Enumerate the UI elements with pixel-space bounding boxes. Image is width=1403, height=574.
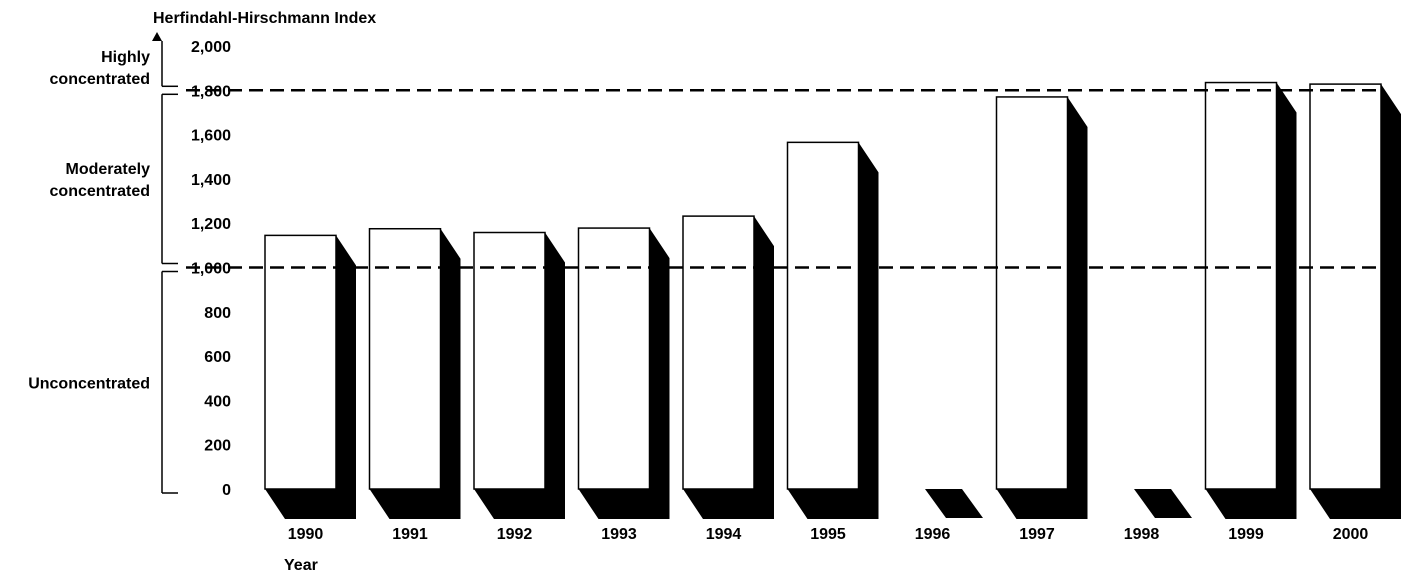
bar-face	[265, 235, 336, 489]
x-tick-label: 1990	[288, 526, 324, 543]
y-tick-label: 1,600	[191, 128, 231, 145]
bar-1992	[474, 233, 565, 519]
y-tick-label: 800	[204, 305, 231, 322]
x-tick-label: 1993	[601, 526, 637, 543]
zone-label: concentrated	[50, 71, 150, 88]
chart-title: Herfindahl-Hirschmann Index	[153, 10, 376, 27]
bar-face	[997, 97, 1068, 489]
x-tick-label: 1996	[915, 526, 951, 543]
bar-1997	[997, 97, 1088, 519]
zone-label: Highly	[101, 49, 150, 66]
x-tick-label: 1995	[810, 526, 846, 543]
concentration-zones: Highly concentrated Moderately concentrated…	[28, 41, 178, 493]
bar-1998	[1134, 489, 1192, 518]
zone-bracket	[162, 272, 178, 494]
x-tick-label: 1998	[1124, 526, 1160, 543]
zone-label: Unconcentrated	[28, 375, 150, 392]
x-tick-labels: 1990 1991 1992 1993 1994 1995 1996 1997 1998 1999…	[288, 526, 1369, 543]
y-tick-label: 1,000	[191, 261, 231, 278]
zone-label: concentrated	[50, 183, 150, 200]
x-tick-label: 1994	[706, 526, 742, 543]
bar-face	[474, 233, 545, 489]
x-tick-label: 1997	[1019, 526, 1055, 543]
y-tick-label: 400	[204, 393, 231, 410]
bar-1991	[370, 229, 461, 519]
bar-2000	[1310, 84, 1401, 519]
y-tick-label: 200	[204, 438, 231, 455]
zone-bracket	[162, 94, 178, 263]
x-tick-label: 2000	[1333, 526, 1369, 543]
y-tick-label: 600	[204, 349, 231, 366]
bar-face	[1206, 83, 1277, 489]
y-axis: 0 200 400 600 800 1,000 1,200 1,400 1,600 1,800 2,…	[152, 32, 231, 499]
bar-base	[1134, 489, 1192, 518]
y-tick-label: 1,200	[191, 216, 231, 233]
bar-base	[925, 489, 983, 518]
bar-face	[788, 142, 859, 489]
x-tick-label: 1992	[497, 526, 533, 543]
bars	[265, 83, 1401, 519]
bar-face	[1310, 84, 1381, 489]
bar-1994	[683, 216, 774, 519]
y-tick-label: 1,800	[191, 83, 231, 100]
zone-label: Moderately	[66, 161, 151, 178]
x-tick-label: 1999	[1228, 526, 1264, 543]
bar-1999	[1206, 83, 1297, 519]
x-tick-label: 1991	[392, 526, 428, 543]
y-tick-label: 1,400	[191, 172, 231, 189]
zone-bracket	[162, 41, 178, 86]
bar-1993	[579, 228, 670, 519]
bar-1996	[925, 489, 983, 518]
bar-face	[683, 216, 754, 489]
y-tick-label: 0	[222, 482, 231, 499]
reference-lines	[186, 90, 1378, 267]
arrow-up-icon	[152, 32, 162, 41]
bar-1990	[265, 235, 356, 519]
bar-1995	[788, 142, 879, 519]
y-tick-label: 2,000	[191, 39, 231, 56]
x-axis-label: Year	[284, 557, 318, 574]
